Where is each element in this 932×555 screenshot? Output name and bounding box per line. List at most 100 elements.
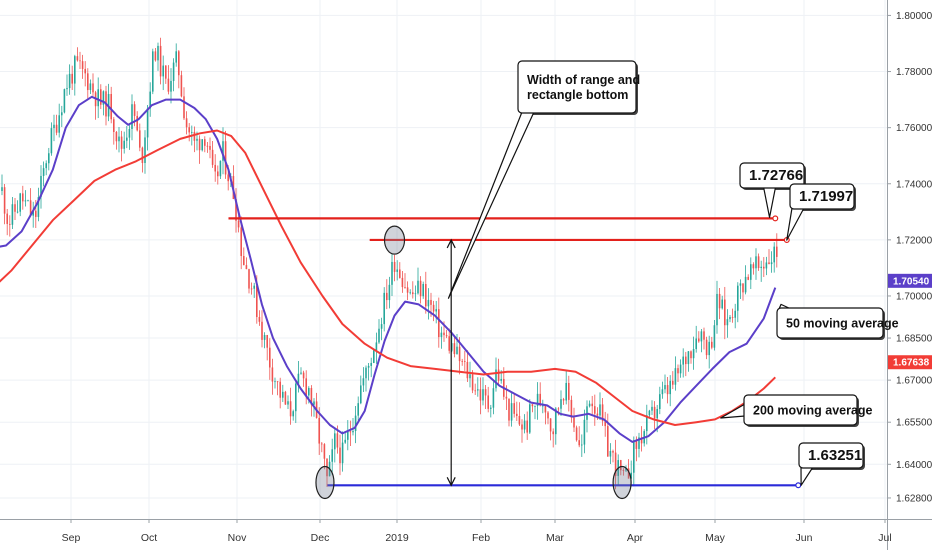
candle-body <box>773 246 775 263</box>
candle-body <box>705 339 708 356</box>
candle-body <box>443 332 445 336</box>
candle-body <box>760 266 762 269</box>
candle-body <box>422 283 424 297</box>
candle-body <box>154 51 157 61</box>
candle-body <box>183 96 185 119</box>
candle-body <box>360 385 362 404</box>
candle-body <box>718 293 721 309</box>
candle-body <box>591 403 593 407</box>
candle-body <box>731 317 734 318</box>
price-tag-label: 1.67638 <box>893 358 930 369</box>
candle-body <box>375 342 378 351</box>
candles-layer <box>1 37 778 490</box>
candle-body <box>331 449 333 462</box>
candle-body <box>594 406 596 414</box>
candle-body <box>258 317 261 322</box>
candle-body <box>729 317 731 320</box>
candle-body <box>131 104 133 129</box>
candle-body <box>599 404 601 416</box>
candle-body <box>622 470 625 472</box>
candle-body <box>396 269 398 272</box>
candle-body <box>178 51 180 76</box>
candle-body <box>417 280 419 294</box>
highlight-circle <box>315 465 335 500</box>
callout-label-line: 200 moving average <box>753 404 873 418</box>
candle-body <box>139 130 141 148</box>
candle-body <box>352 430 354 433</box>
candle-body <box>336 433 339 448</box>
candle-body <box>81 61 84 69</box>
candle-body <box>453 343 456 355</box>
candle-body <box>282 391 284 398</box>
candle-body <box>440 332 443 338</box>
candle-body <box>128 128 131 138</box>
candle-body <box>32 210 34 216</box>
candle-body <box>24 200 27 202</box>
candle-body <box>76 56 79 61</box>
candle-body <box>630 472 632 479</box>
range-arrow-head-top <box>446 238 456 249</box>
candle-body <box>583 419 586 445</box>
candle-body <box>648 410 651 416</box>
x-tick-label: Apr <box>627 532 644 544</box>
candle-body <box>393 261 396 272</box>
candle-body <box>141 147 144 164</box>
candle-body <box>6 213 8 224</box>
candle-body <box>188 127 190 133</box>
candle-body <box>640 437 643 444</box>
candle-body <box>542 405 544 407</box>
callout-label-line: 50 moving average <box>786 317 899 331</box>
candle-body <box>750 264 752 280</box>
candle-body <box>308 388 310 396</box>
candle-body <box>536 393 539 406</box>
candle-body <box>479 389 482 401</box>
candle-body <box>157 45 159 61</box>
candle-body <box>87 73 89 91</box>
candle-body <box>482 389 484 401</box>
candle-body <box>549 418 552 432</box>
candle-body <box>752 264 755 269</box>
candle-body <box>607 426 609 457</box>
candle-body <box>612 451 614 453</box>
candle-body <box>438 309 440 338</box>
candle-body <box>266 335 268 348</box>
candle-body <box>690 351 692 359</box>
candle-body <box>284 391 287 405</box>
callout-box <box>517 60 637 114</box>
candle-body <box>401 277 404 288</box>
candle-body <box>383 292 385 325</box>
candle-body <box>726 319 729 326</box>
y-tick-label: 1.62800 <box>896 493 932 504</box>
candle-body <box>698 338 700 342</box>
candle-body <box>557 408 560 410</box>
candle-body <box>575 427 578 441</box>
x-tick-label: 2019 <box>385 532 409 544</box>
candle-body <box>50 128 53 154</box>
callout-label: 50 moving average <box>786 317 899 331</box>
lines-layer <box>0 95 802 489</box>
candle-body <box>323 444 326 459</box>
candle-body <box>466 361 469 379</box>
candle-body <box>435 309 437 312</box>
candle-body <box>588 403 591 407</box>
candle-body <box>27 200 29 202</box>
candle-body <box>529 404 531 433</box>
candle-body <box>146 108 149 138</box>
candle-body <box>302 372 305 379</box>
callout-box <box>798 442 864 469</box>
candle-body <box>651 406 653 411</box>
candle-body <box>664 385 666 390</box>
candle-body <box>399 269 401 278</box>
candle-body <box>1 187 3 191</box>
candle-body <box>19 193 21 212</box>
candle-body <box>531 404 534 407</box>
candle-body <box>419 280 422 297</box>
candle-body <box>487 395 489 409</box>
candle-body <box>162 65 164 77</box>
grid-layer <box>0 0 887 519</box>
candle-body <box>568 382 570 400</box>
candle-body <box>539 393 541 406</box>
candle-body <box>235 198 237 221</box>
candle-body <box>133 104 136 116</box>
